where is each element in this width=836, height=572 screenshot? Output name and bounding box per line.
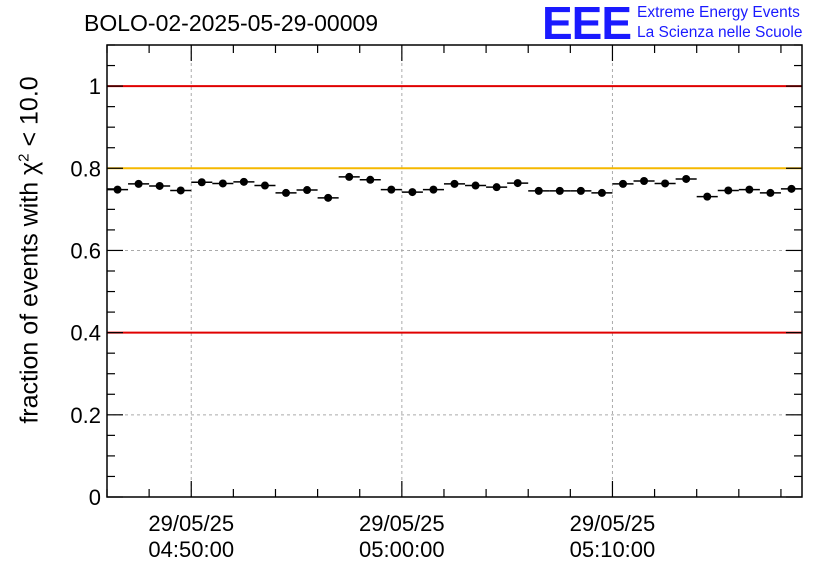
data-point [640, 177, 649, 186]
data-point [703, 192, 712, 201]
data-point [429, 185, 438, 194]
y-tick-label: 0 [89, 485, 101, 510]
data-point [661, 179, 670, 188]
data-point [745, 185, 754, 194]
y-axis-label-exponent: 2 [15, 153, 33, 162]
x-tick-label-date: 29/05/25 [148, 511, 234, 536]
data-point [555, 186, 564, 195]
data-point [492, 183, 501, 192]
data-point [597, 188, 606, 197]
data-point [766, 188, 775, 197]
plot-frame [106, 44, 803, 498]
data-point [450, 179, 459, 188]
data-point [176, 186, 185, 195]
eee-logo-caption: Extreme Energy Events La Scienza nelle S… [637, 3, 802, 43]
x-tick-label-date: 29/05/25 [570, 511, 656, 536]
y-tick-label: 0.4 [70, 321, 101, 346]
y-axis-label-suffix: < 10.0 [15, 76, 44, 154]
logo-line-2: La Scienza nelle Scuole [637, 24, 803, 41]
data-point [155, 181, 164, 190]
data-point [576, 186, 585, 195]
axis-ticks [106, 44, 802, 498]
data-point [282, 188, 291, 197]
data-point [618, 179, 627, 188]
data-points [107, 172, 802, 202]
data-point [260, 181, 269, 190]
eee-logo-icon: EEE [542, 0, 632, 49]
grid-lines [107, 45, 802, 497]
data-point [197, 178, 206, 187]
data-point [787, 184, 796, 193]
x-tick-label-date: 29/05/25 [359, 511, 445, 536]
x-tick-label-time: 05:00:00 [359, 537, 445, 562]
y-tick-label: 0.2 [70, 403, 101, 428]
data-point [239, 177, 248, 186]
data-point [218, 179, 227, 188]
data-point [471, 181, 480, 190]
data-point [324, 193, 333, 202]
logo-line-1: Extreme Energy Events [637, 4, 800, 21]
data-point [513, 179, 522, 188]
data-point [387, 185, 396, 194]
chart-title: BOLO-02-2025-05-29-00009 [84, 10, 379, 36]
data-point [303, 186, 312, 195]
y-axis-label-chi: χ [15, 161, 44, 175]
y-tick-labels: 0 0.2 0.4 0.6 0.8 1 [70, 74, 101, 510]
x-tick-labels: 29/05/2504:50:0029/05/2505:00:0029/05/25… [148, 511, 655, 562]
reference-lines [107, 85, 802, 334]
x-tick-label-time: 05:10:00 [570, 537, 656, 562]
y-tick-label: 0.6 [70, 238, 101, 263]
data-point [682, 174, 691, 183]
data-point [134, 179, 143, 188]
y-tick-label: 1 [89, 74, 101, 99]
data-point [534, 186, 543, 195]
data-point [345, 172, 354, 181]
data-point [366, 175, 375, 184]
data-point [113, 185, 122, 194]
data-point [408, 188, 417, 197]
x-tick-label-time: 04:50:00 [148, 537, 234, 562]
y-axis-label-prefix: fraction of events with [15, 174, 44, 424]
data-point [724, 186, 733, 195]
y-tick-label: 0.8 [70, 156, 101, 181]
